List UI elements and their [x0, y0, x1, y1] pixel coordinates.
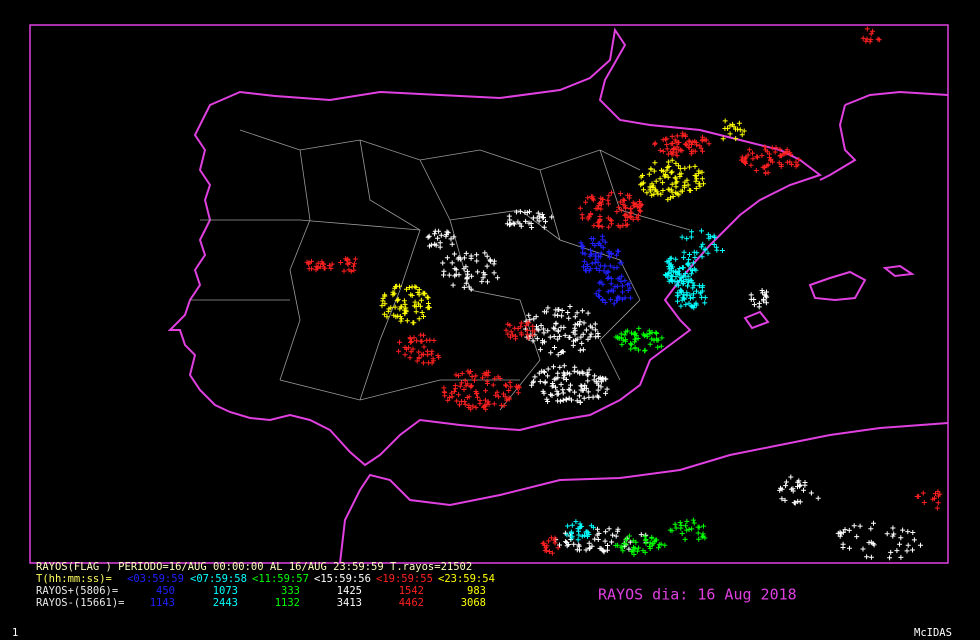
- period-label: <03:59:59: [127, 573, 184, 585]
- row-label: RAYOS-(15661)=: [36, 597, 125, 609]
- strike-cluster: [523, 304, 601, 358]
- strike-cluster: [860, 26, 882, 45]
- row-value: 450: [156, 585, 175, 597]
- map-title: RAYOS dia: 16 Aug 2018: [598, 586, 797, 604]
- row-value: 1132: [275, 597, 300, 609]
- period-label: <19:59:55: [376, 573, 433, 585]
- strike-cluster: [396, 332, 442, 366]
- row-value: 1425: [337, 585, 362, 597]
- row-value: 1542: [399, 585, 424, 597]
- strike-cluster: [777, 474, 821, 506]
- coastline-france: [819, 90, 949, 181]
- row-value: 4462: [399, 597, 424, 609]
- strike-cluster: [748, 288, 770, 310]
- period-label: <07:59:58: [190, 573, 247, 585]
- strike-cluster: [679, 228, 725, 260]
- row-value: 333: [281, 585, 300, 597]
- strike-cluster: [338, 256, 358, 274]
- strike-cluster: [720, 118, 747, 142]
- strike-cluster: [652, 130, 712, 159]
- period-label: <11:59:57: [252, 573, 309, 585]
- row-value: 983: [467, 585, 486, 597]
- legend-time-label: T(hh:mm:ss)=: [36, 573, 112, 585]
- period-label: <23:59:54: [438, 573, 495, 585]
- strike-cluster: [540, 535, 561, 556]
- strike-cluster: [638, 157, 706, 203]
- strike-cluster: [613, 533, 668, 557]
- frame-number: 1: [12, 627, 18, 639]
- strike-cluster: [667, 517, 708, 542]
- strike-cluster: [739, 144, 802, 176]
- strike-cluster: [914, 489, 943, 511]
- strike-cluster: [440, 250, 501, 292]
- period-label: <15:59:56: [314, 573, 371, 585]
- strike-cluster: [503, 320, 537, 342]
- lightning-strikes: [304, 26, 943, 561]
- strike-cluster: [593, 273, 634, 307]
- row-value: 3068: [461, 597, 486, 609]
- strike-cluster: [835, 520, 923, 561]
- island-ibiza: [743, 310, 770, 330]
- strike-cluster: [613, 325, 665, 354]
- strike-cluster: [504, 209, 555, 230]
- software-name: McIDAS: [914, 627, 952, 639]
- row-label: RAYOS+(5806)=: [36, 585, 118, 597]
- island-mallorca: [808, 270, 867, 302]
- strike-cluster: [425, 228, 457, 250]
- row-value: 2443: [213, 597, 238, 609]
- row-value: 1143: [150, 597, 175, 609]
- strike-cluster: [379, 283, 432, 326]
- strike-cluster: [564, 519, 596, 543]
- strike-cluster: [578, 233, 625, 276]
- island-menorca: [882, 264, 915, 278]
- strike-cluster: [441, 368, 522, 412]
- coastline-iberia: [167, 27, 823, 467]
- map-frame: [29, 24, 949, 564]
- strike-cluster: [674, 277, 708, 311]
- legend-header: RAYOS(FLAG ) PERIODO=16/AUG 00:00:00 AL …: [36, 561, 472, 573]
- coastline-africa: [339, 422, 949, 564]
- row-value: 1073: [213, 585, 238, 597]
- strike-cluster: [577, 190, 645, 230]
- row-value: 3413: [337, 597, 362, 609]
- strike-cluster: [304, 258, 335, 273]
- strike-cluster: [529, 363, 610, 405]
